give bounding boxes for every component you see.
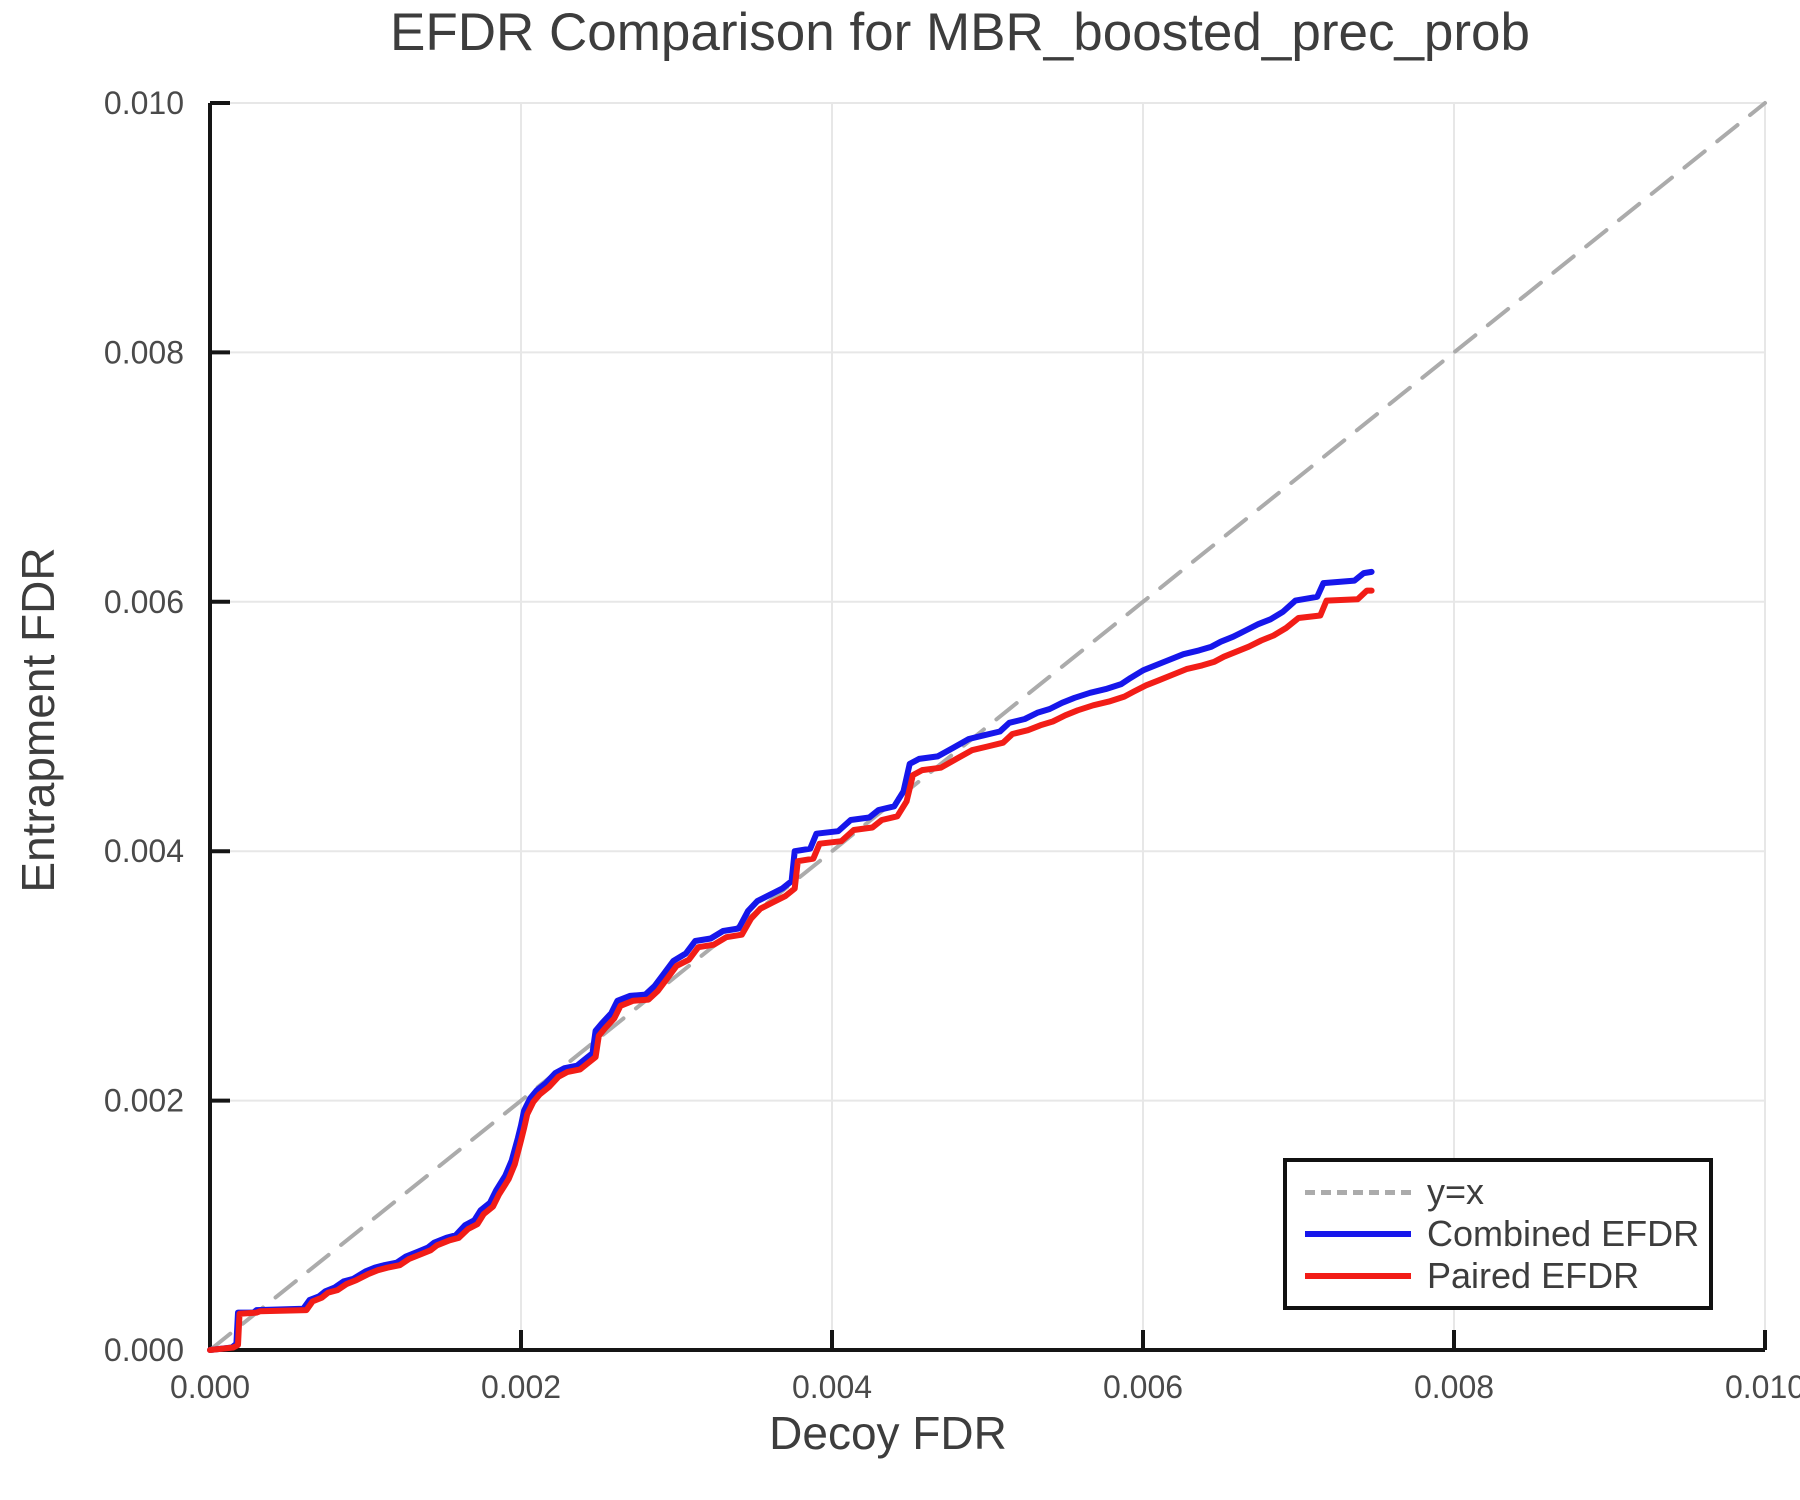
y-tick-label: 0.000 [104, 1332, 184, 1368]
series-paired-efdr [207, 587, 1375, 1353]
combined-line-sample [1305, 1231, 1411, 1237]
y-tick-label: 0.002 [104, 1083, 184, 1119]
legend-item-paired: Paired EFDR [1305, 1255, 1709, 1297]
y-tick-label: 0.004 [104, 833, 184, 869]
legend-label-combined: Combined EFDR [1427, 1213, 1700, 1254]
identity-line-sample [1305, 1189, 1411, 1195]
chart-title: EFDR Comparison for MBR_boosted_prec_pro… [389, 3, 1531, 62]
legend-label-identity: y=x [1427, 1171, 1485, 1212]
x-tick-label: 0.004 [792, 1369, 872, 1405]
x-tick-label: 0.010 [1725, 1369, 1800, 1405]
legend-item-combined: Combined EFDR [1305, 1213, 1709, 1255]
legend-item-identity: y=x [1305, 1171, 1709, 1213]
x-tick-label: 0.006 [1103, 1369, 1183, 1405]
y-tick-label: 0.006 [104, 584, 184, 620]
x-tick-label: 0.000 [170, 1369, 250, 1405]
x-tick-label: 0.008 [1414, 1369, 1494, 1405]
legend: y=x Combined EFDR Paired EFDR [1283, 1158, 1713, 1310]
series-y-x [208, 101, 1767, 1352]
paired-line-sample [1305, 1273, 1411, 1279]
x-tick-label: 0.002 [481, 1369, 561, 1405]
x-axis-label: Decoy FDR [769, 1407, 1007, 1459]
legend-label-paired: Paired EFDR [1427, 1255, 1640, 1296]
y-axis-label: Entrapment FDR [12, 547, 64, 893]
y-tick-label: 0.008 [104, 334, 184, 370]
y-tick-label: 0.010 [104, 85, 184, 121]
series-combined-efdr [207, 568, 1375, 1353]
